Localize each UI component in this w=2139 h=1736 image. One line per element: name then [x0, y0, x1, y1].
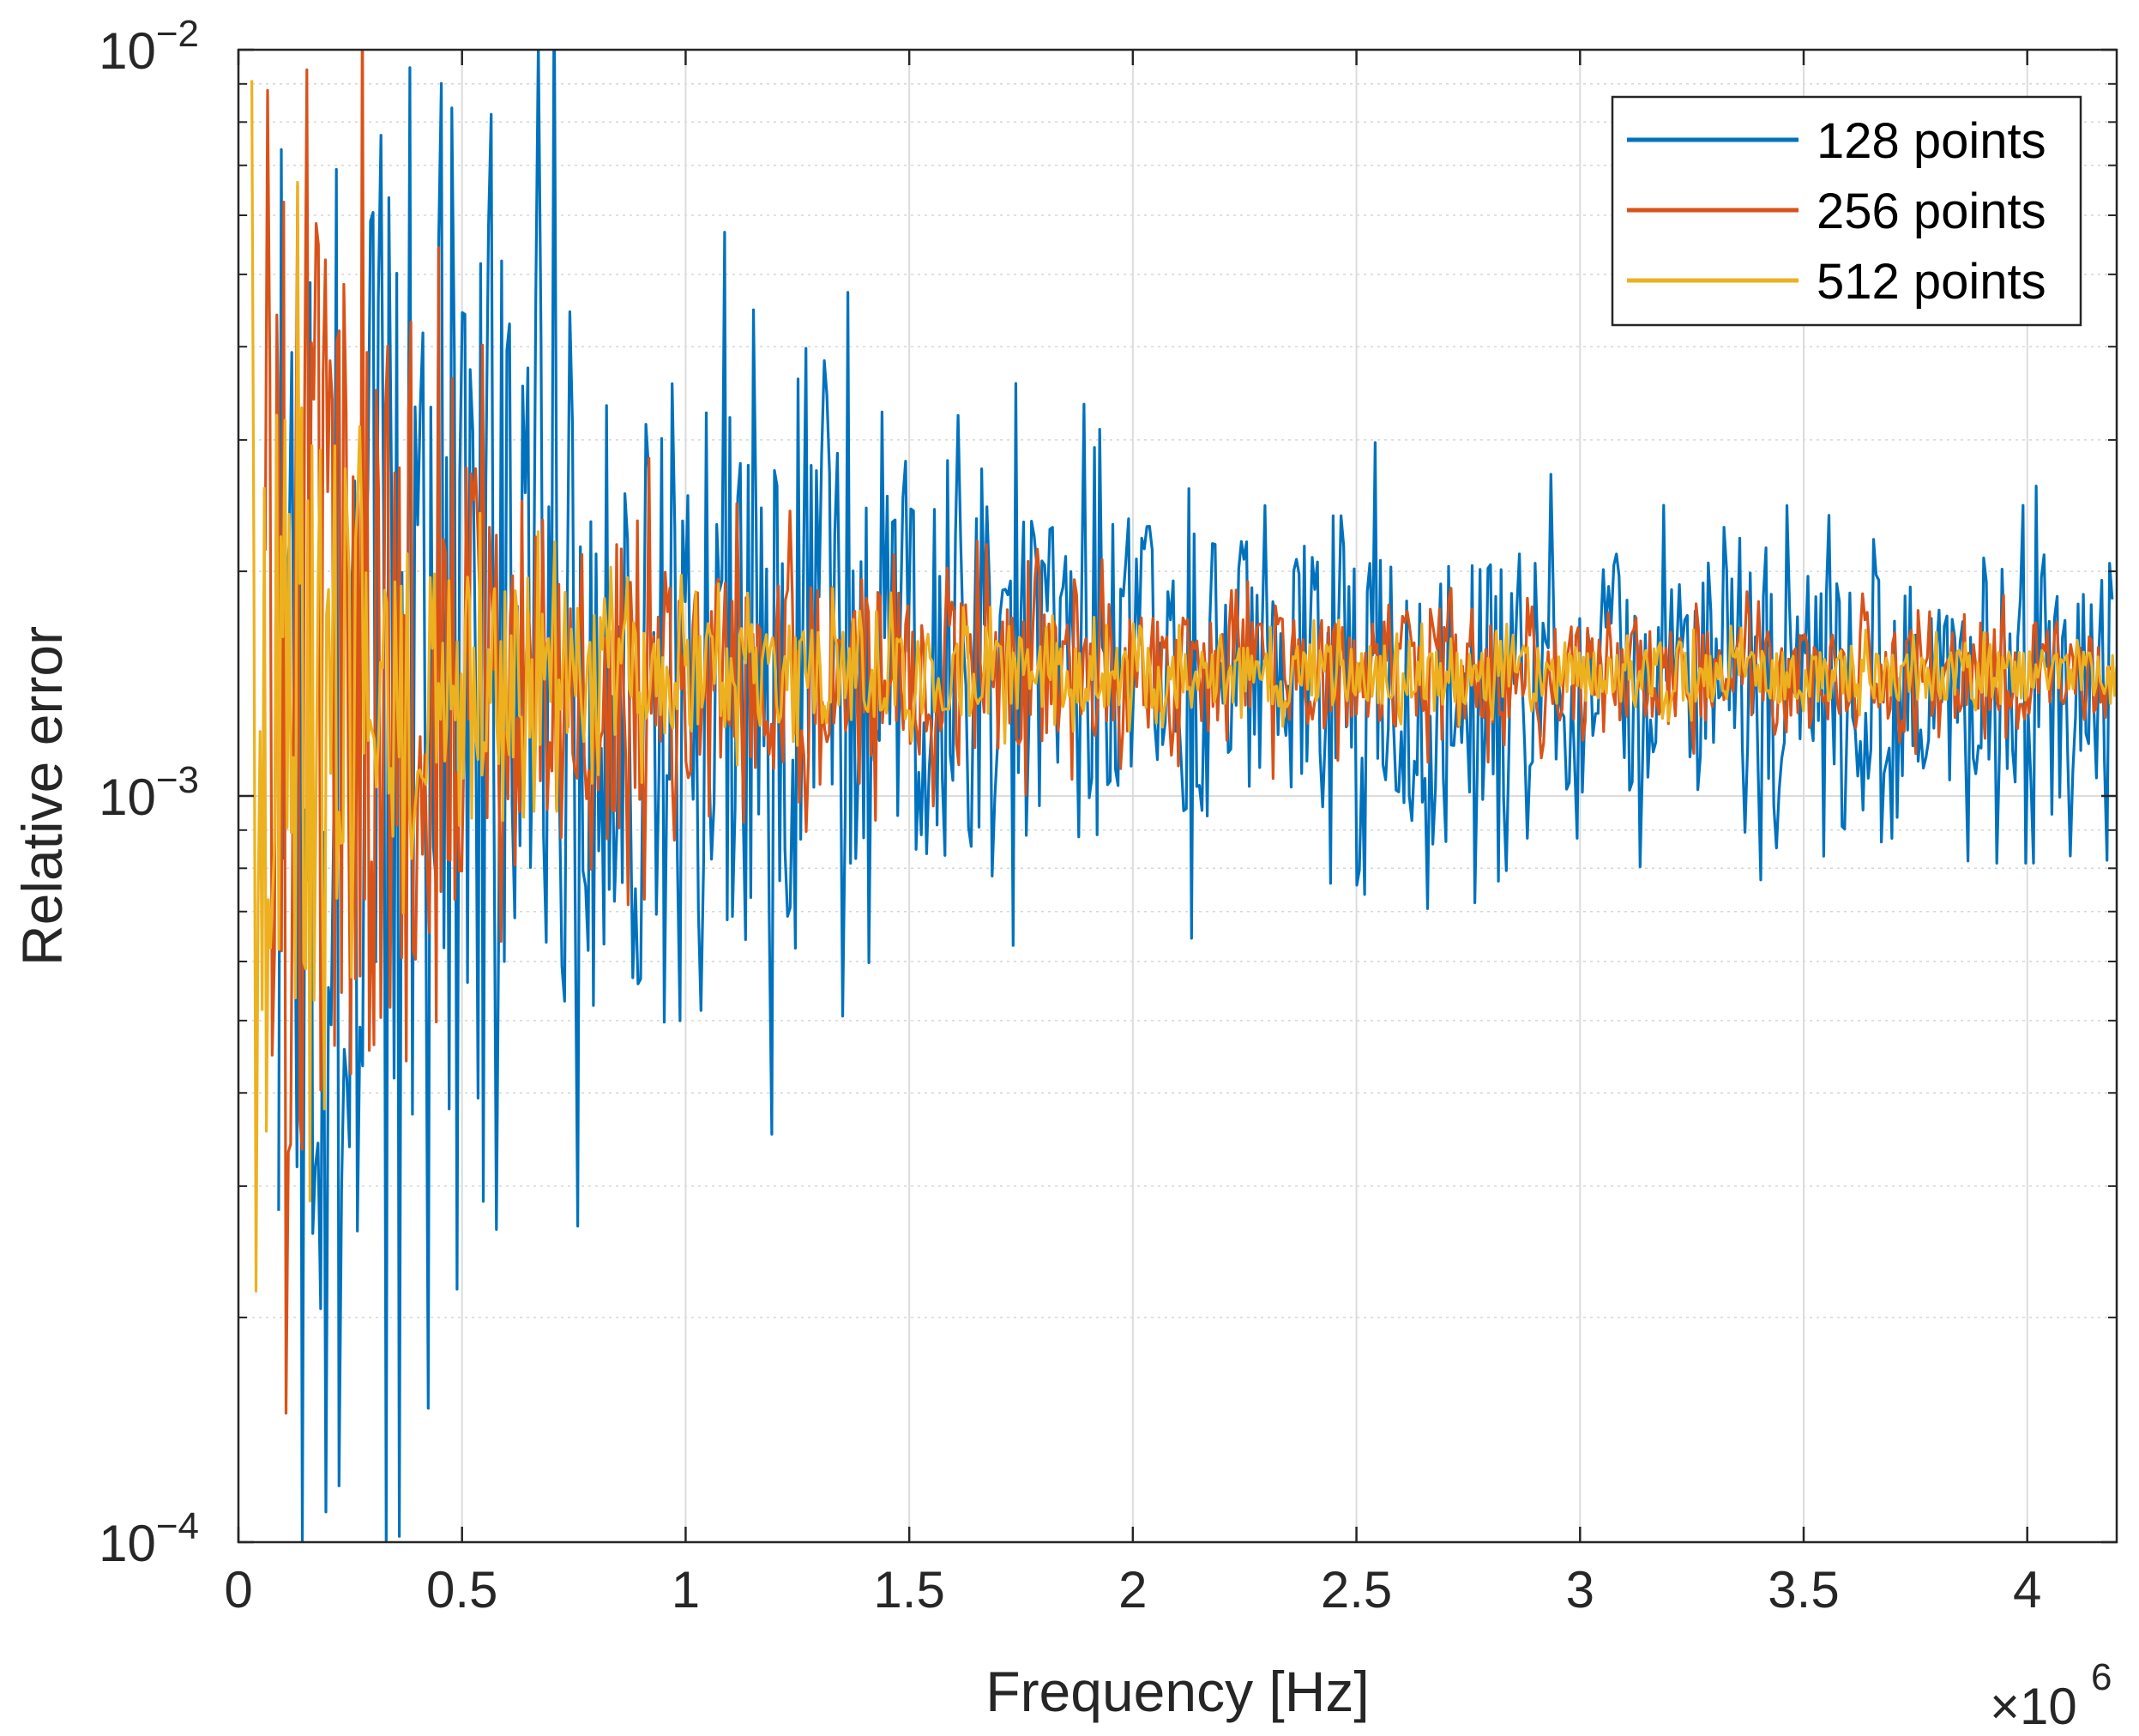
x-tick-label: 2.5	[1321, 1561, 1392, 1618]
x-tick-labels: 0 0.5 1 1.5 2 2.5 3 3.5 4	[224, 1561, 2041, 1618]
x-tick-label: 3	[1566, 1561, 1594, 1618]
x-tick-label: 1	[672, 1561, 700, 1618]
x-tick-label: 0	[224, 1561, 252, 1618]
y-tick-label: 10−3	[99, 759, 199, 826]
x-tick-label: 2	[1118, 1561, 1147, 1618]
series-line-128-points	[277, 50, 2114, 1542]
x-tick-label: 3.5	[1768, 1561, 1839, 1618]
x-axis-title: Frequency [Hz]	[985, 1660, 1370, 1723]
y-tick-label: 10−4	[99, 1505, 199, 1572]
y-tick-label: 10−2	[99, 13, 199, 80]
legend-label: 256 points	[1817, 184, 2046, 239]
legend-label: 128 points	[1817, 113, 2046, 169]
series-line-512-points	[250, 80, 2117, 1293]
x-tick-label: 4	[2013, 1561, 2041, 1618]
x-tick-label: 1.5	[873, 1561, 944, 1618]
y-axis-title: Relative error	[10, 626, 74, 966]
y-tick-labels: 10−2 10−3 10−4	[99, 13, 199, 1572]
series-line-256-points	[263, 50, 2113, 1415]
tick-marks	[237, 48, 2117, 1544]
x-tick-label: 0.5	[426, 1561, 497, 1618]
x-multiplier-base: ×10	[1990, 1678, 2077, 1735]
x-multiplier-exponent: 6	[2091, 1656, 2112, 1698]
legend-label: 512 points	[1817, 254, 2046, 310]
x-multiplier: ×10 6	[1990, 1656, 2112, 1735]
legend: 128 points 256 points 512 points	[1611, 95, 2082, 327]
series-layer	[250, 50, 2117, 1542]
